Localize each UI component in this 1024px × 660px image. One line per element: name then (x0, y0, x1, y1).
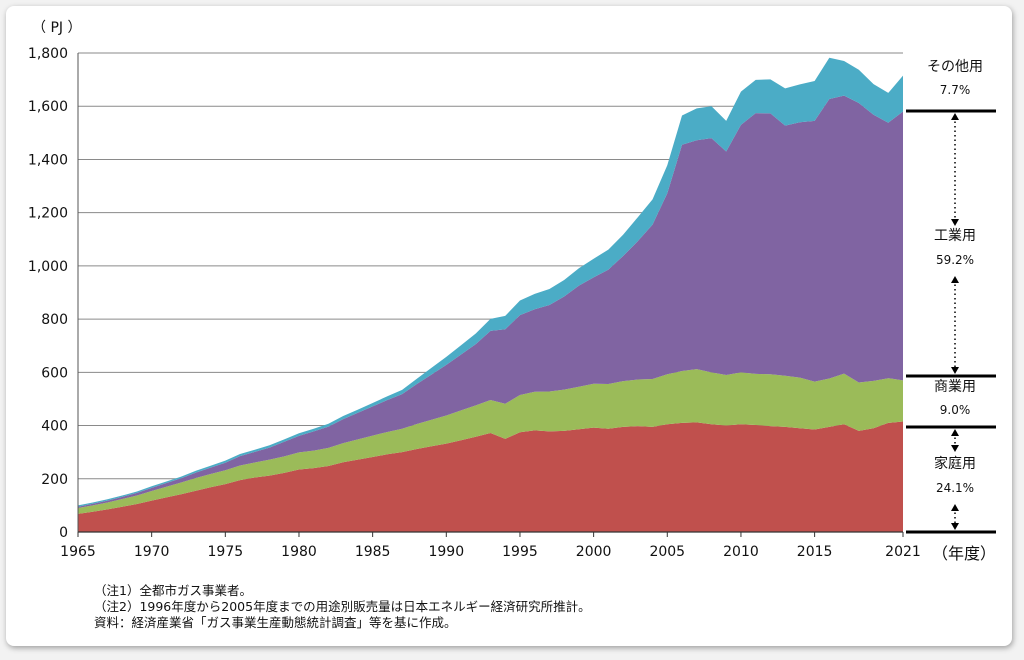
y-tick-label: 1,400 (28, 152, 68, 168)
x-tick-label: 1975 (208, 544, 244, 560)
industrial-arrow-lower-head-down (951, 367, 959, 374)
share-label: 家庭用 (934, 455, 976, 472)
x-tick-label: 2010 (723, 544, 759, 560)
x-tick-label: 1995 (502, 544, 538, 560)
annotation-layer: その他用 7.7% 工業用 59.2% 商業用 9.0% 家庭用 24.1% (906, 59, 996, 534)
y-tick-label: 1,800 (28, 46, 68, 62)
area-series (78, 95, 903, 509)
y-tick-label: 1,000 (28, 259, 68, 275)
y-unit-label: （ PJ ） (32, 20, 81, 36)
residential-arrow-lower-head-down (951, 523, 959, 530)
x-axis-label: （年度） (932, 544, 996, 563)
y-tick-label: 1,200 (28, 206, 68, 222)
share-value: 9.0% (940, 403, 971, 417)
share-value: 7.7% (940, 83, 971, 97)
x-tick-label: 2021 (885, 544, 921, 560)
axis-layer: 0 200 400 600 800 1,000 1,200 1,400 1,600 1,800 19… (28, 20, 996, 563)
source-note: 資料：経済産業省「ガス事業生産動態統計調査」等を基に作成。 (94, 615, 457, 630)
area-series (78, 421, 903, 532)
x-tick-label: 1970 (134, 544, 170, 560)
area-layer (78, 57, 903, 532)
x-tick-label: 2000 (576, 544, 612, 560)
y-tick-label: 600 (41, 365, 68, 381)
x-tick-label: 1990 (428, 544, 464, 560)
x-tick-label: 1965 (60, 544, 96, 560)
chart-card: 0 200 400 600 800 1,000 1,200 1,400 1,600 1,800 19… (6, 6, 1012, 646)
industrial-arrow-lower-head-up (951, 276, 959, 283)
footnote-1: （注1）全都市ガス事業者。 (94, 583, 252, 598)
share-label: 商業用 (934, 379, 976, 395)
residential-arrow-upper-head-up (951, 429, 959, 436)
y-tick-label: 800 (41, 312, 68, 328)
share-value: 24.1% (936, 481, 974, 495)
residential-arrow-upper-head-down (951, 445, 959, 452)
share-label: その他用 (927, 59, 983, 75)
y-tick-label: 0 (59, 525, 68, 541)
area-series (78, 57, 903, 507)
y-tick-label: 200 (41, 472, 68, 488)
share-label: 工業用 (934, 228, 976, 244)
share-value: 59.2% (936, 253, 974, 267)
y-tick-label: 1,600 (28, 99, 68, 115)
residential-arrow-lower-head-up (951, 504, 959, 511)
y-tick-label: 400 (41, 419, 68, 435)
industrial-arrow-upper-head-up (951, 113, 959, 120)
industrial-arrow-upper-head-down (951, 219, 959, 226)
x-tick-label: 2005 (649, 544, 685, 560)
footnotes: （注1）全都市ガス事業者。 （注2）1996年度から2005年度までの用途別販売… (94, 583, 591, 631)
x-tick-label: 1985 (355, 544, 391, 560)
stacked-area-chart: 0 200 400 600 800 1,000 1,200 1,400 1,600 1,800 19… (28, 20, 996, 563)
x-tick-label: 1980 (281, 544, 317, 560)
x-tick-label: 2015 (797, 544, 833, 560)
footnote-2: （注2）1996年度から2005年度までの用途別販売量は日本エネルギー経済研究所… (94, 599, 591, 614)
area-series (78, 369, 903, 514)
